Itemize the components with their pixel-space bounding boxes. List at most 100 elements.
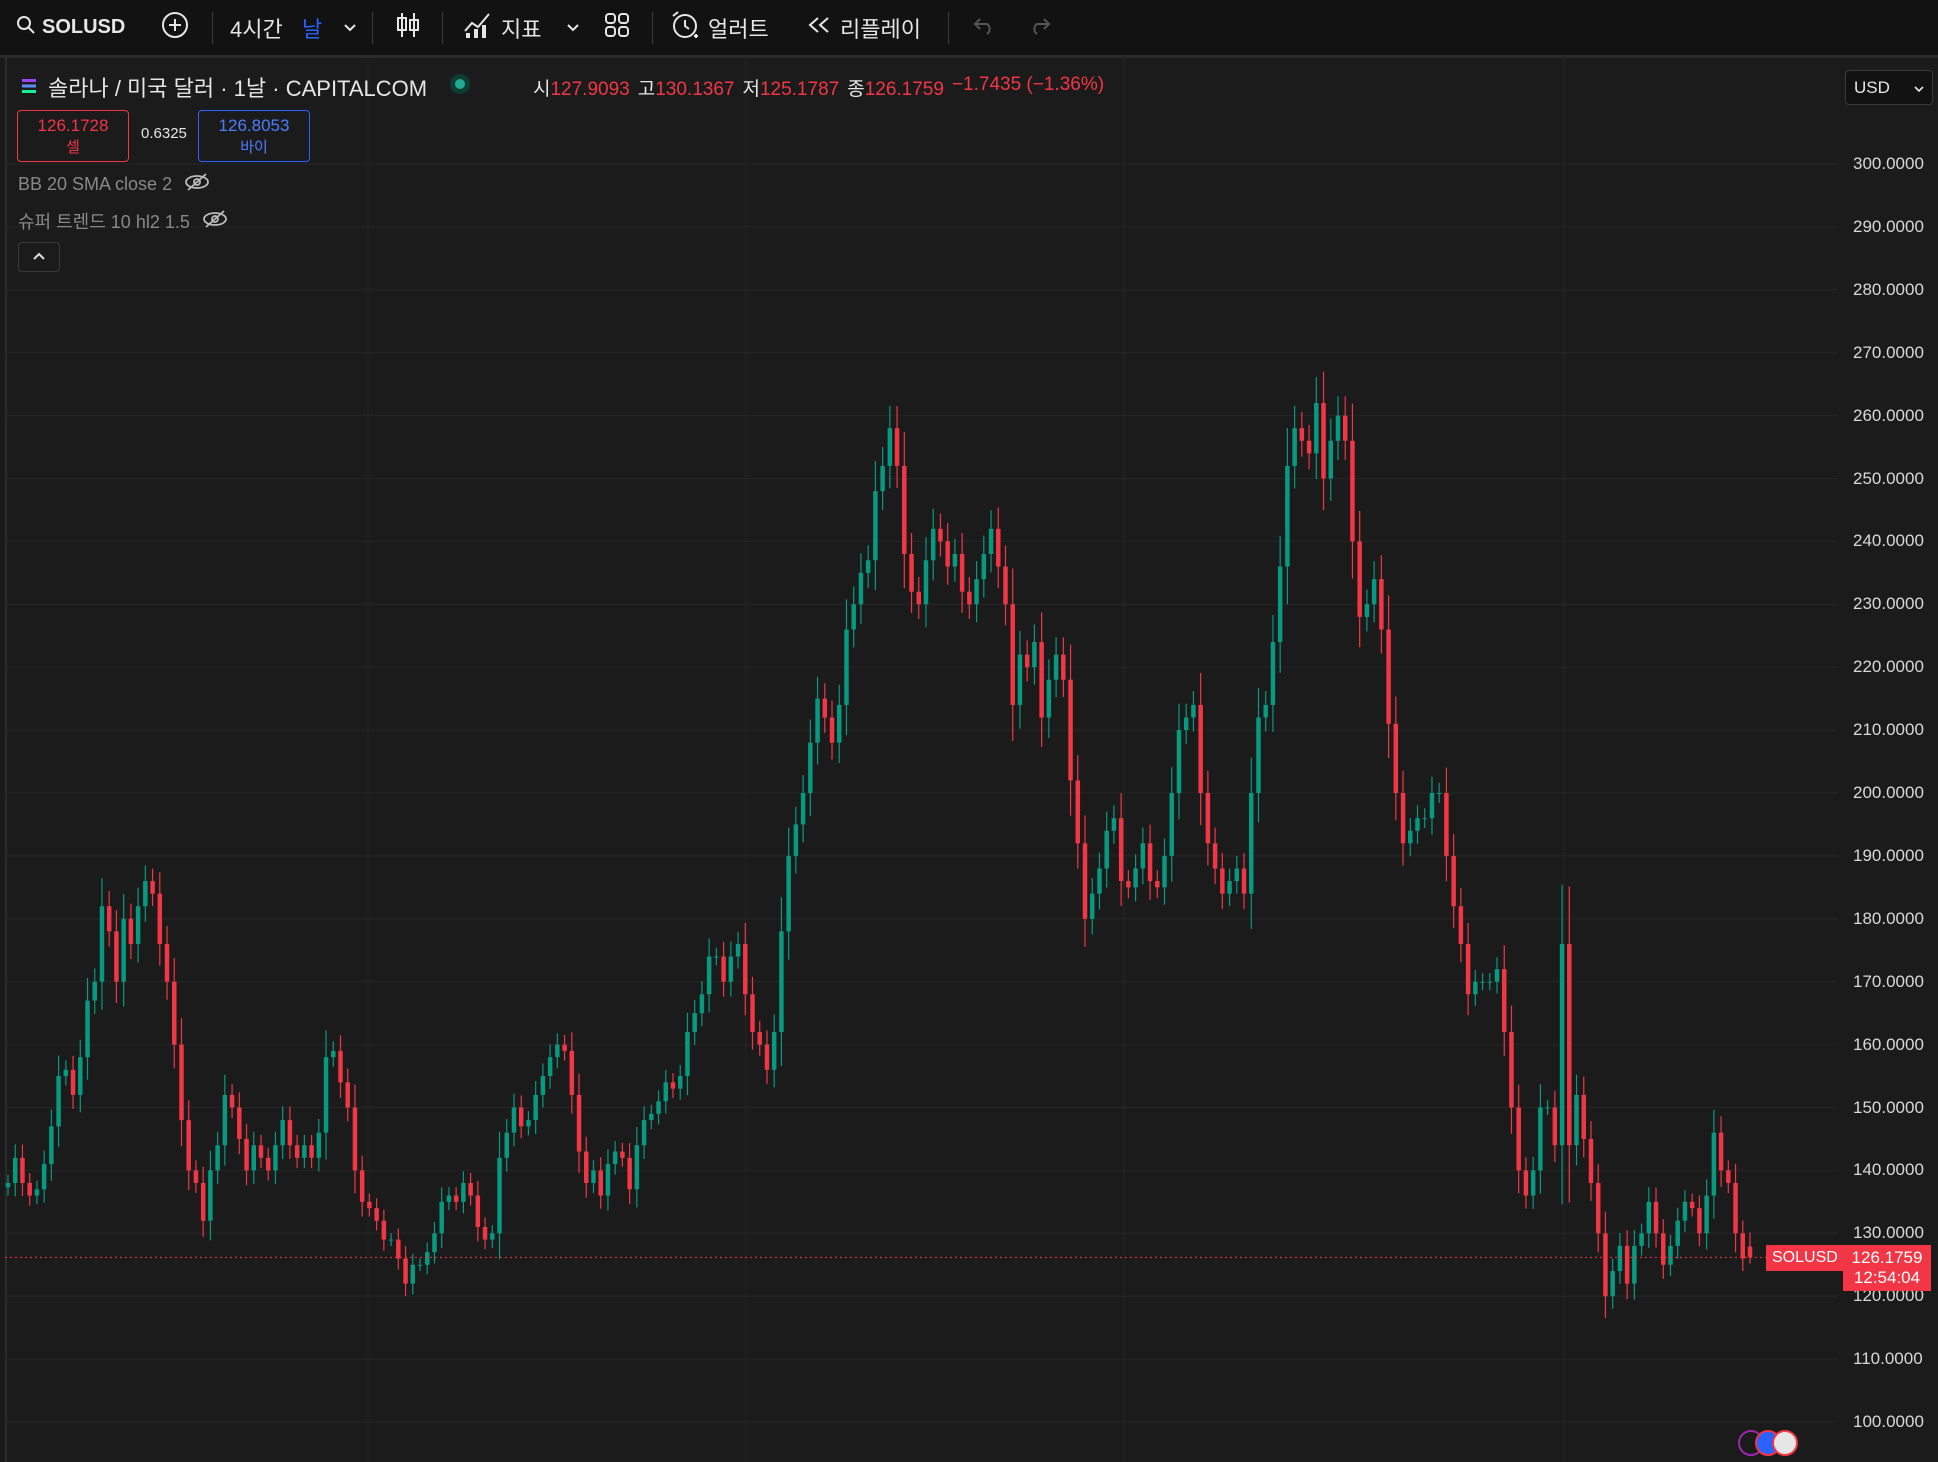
top-toolbar: SOLUSD 4시간 날 지표 얼러트 <box>0 0 1938 58</box>
candle-body <box>967 591 972 605</box>
candle <box>1697 1195 1702 1247</box>
redo-button[interactable] <box>1028 0 1052 55</box>
chevron-down-icon <box>1914 78 1924 98</box>
candle-body <box>1675 1220 1680 1246</box>
interval-4h-button[interactable]: 4시간 <box>230 0 283 55</box>
candle <box>27 1172 32 1206</box>
indicator-supertrend[interactable]: 슈퍼 트렌드 10 hl2 1.5 <box>18 208 228 234</box>
interval-day-button[interactable]: 날 <box>302 0 322 55</box>
candle-body <box>244 1138 249 1171</box>
candle-body <box>656 1101 661 1114</box>
candles-icon <box>395 10 421 46</box>
symbol-legend[interactable]: 솔라나 / 미국 달러 · 1날 · CAPITALCOM <box>20 70 471 104</box>
candle-body <box>1632 1245 1637 1284</box>
candle-body <box>345 1082 350 1108</box>
candle-body <box>49 1126 54 1165</box>
price-tick-label: 240.0000 <box>1853 531 1924 551</box>
layouts-button[interactable] <box>603 0 631 55</box>
candle-body <box>779 931 784 1033</box>
compare-add-button[interactable] <box>160 0 190 55</box>
candle-body <box>63 1069 69 1077</box>
indicator-bb[interactable]: BB 20 SMA close 2 <box>18 172 210 197</box>
candle <box>974 561 979 623</box>
price-tick-label: 300.0000 <box>1853 154 1924 173</box>
candle-body <box>215 1145 220 1171</box>
candle-body <box>504 1132 509 1158</box>
candle-body <box>172 981 177 1045</box>
candle-body <box>1321 403 1326 479</box>
toolbar-divider <box>372 12 373 44</box>
indicators-dropdown-button[interactable] <box>565 0 581 55</box>
ohlc-values: 시127.9093 고130.1367 저125.1787 종126.1759 … <box>533 74 1104 101</box>
candle-body <box>1342 415 1348 441</box>
candle <box>1617 1233 1623 1284</box>
candle <box>1436 782 1442 804</box>
eye-off-icon[interactable] <box>202 209 228 234</box>
candle-body <box>1516 1107 1521 1171</box>
candle-body <box>988 528 994 554</box>
candle-body <box>1017 654 1023 705</box>
candle-body <box>1451 855 1456 907</box>
candle-body <box>164 943 170 982</box>
candle <box>1032 624 1037 685</box>
candle <box>1444 767 1449 882</box>
eye-off-icon[interactable] <box>184 172 210 197</box>
candle-body <box>446 1195 452 1202</box>
candle <box>410 1253 416 1295</box>
candle <box>728 941 734 997</box>
candle <box>1429 776 1435 835</box>
candle-body <box>439 1201 444 1234</box>
interval-dropdown-button[interactable] <box>342 0 358 55</box>
candle-body <box>815 698 820 743</box>
price-tick-label: 130.0000 <box>1853 1223 1924 1243</box>
candle <box>605 1149 611 1211</box>
candle-body <box>200 1182 206 1221</box>
chart-pane[interactable] <box>5 58 1938 1462</box>
candle-body <box>287 1120 293 1146</box>
candle <box>186 1100 191 1191</box>
candle <box>959 532 965 613</box>
candle-body <box>829 717 835 743</box>
candle-body <box>482 1227 488 1240</box>
candle <box>1155 870 1160 899</box>
candle-body <box>179 1044 184 1121</box>
candle-body <box>1473 981 1478 995</box>
symbol-search[interactable]: SOLUSD <box>16 0 125 55</box>
buy-button[interactable]: 126.8053 바이 <box>198 110 310 162</box>
chart-type-button[interactable] <box>395 0 421 55</box>
undo-button[interactable] <box>972 0 996 55</box>
candle-body <box>56 1076 61 1127</box>
candle-body <box>1270 642 1276 705</box>
candle <box>902 431 907 588</box>
candle-body <box>1711 1132 1717 1196</box>
candle-body <box>1559 943 1565 1146</box>
candle <box>1588 1120 1594 1201</box>
close-value: 126.1759 <box>864 79 944 100</box>
buy-price: 126.8053 <box>218 115 290 135</box>
event-markers[interactable] <box>1738 1430 1798 1456</box>
currency-select[interactable]: USD <box>1845 70 1933 105</box>
candle-body <box>352 1107 358 1171</box>
candle-body <box>598 1170 603 1196</box>
indicators-button[interactable]: 지표 <box>463 0 541 55</box>
sell-button[interactable]: 126.1728 셀 <box>17 110 129 162</box>
sell-label: 셀 <box>66 138 80 156</box>
candle <box>56 1055 61 1147</box>
candle-body <box>923 560 929 605</box>
alert-button[interactable]: 얼러트 <box>670 0 769 55</box>
candle <box>475 1181 481 1242</box>
replay-button[interactable]: 리플레이 <box>806 0 921 55</box>
candle-body <box>1603 1233 1608 1297</box>
candle-body <box>41 1164 47 1190</box>
candle <box>677 1065 683 1100</box>
candle <box>540 1063 546 1108</box>
collapse-legend-button[interactable] <box>18 242 60 272</box>
candle <box>461 1171 466 1214</box>
high-key: 고 <box>637 79 656 100</box>
price-axis[interactable] <box>1838 58 1938 1462</box>
candle-body <box>699 994 705 1014</box>
candle <box>576 1073 582 1173</box>
candle-body <box>20 1157 25 1183</box>
candle-body <box>511 1107 517 1133</box>
